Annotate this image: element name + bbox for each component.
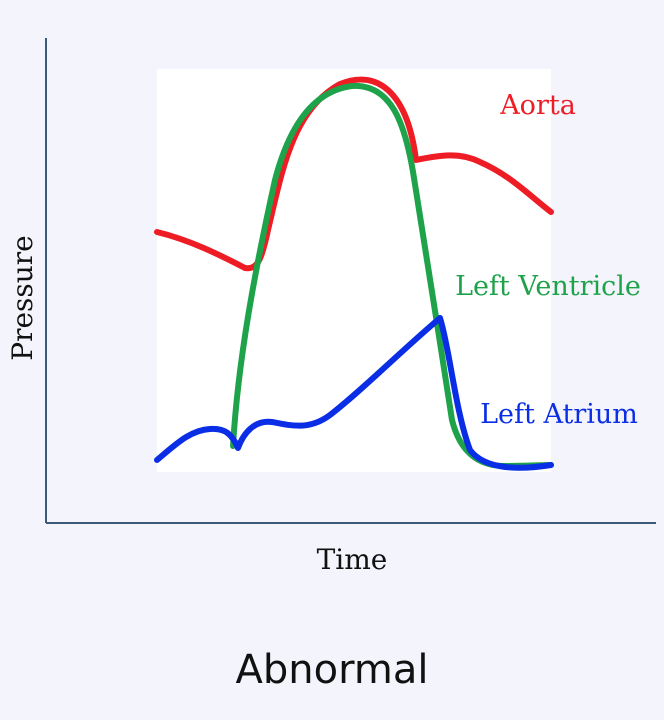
aorta-curve	[154, 76, 554, 272]
diagram-caption: Abnormal	[235, 647, 429, 693]
left-atrium-label: Left Atrium	[480, 399, 638, 430]
plot-background	[157, 69, 551, 472]
y-axis-title: Pressure	[6, 235, 39, 361]
aorta-label: Aorta	[499, 90, 576, 121]
left-ventricle-label: Left Ventricle	[455, 271, 641, 302]
left-atrium-curve	[154, 315, 554, 471]
x-axis-title: Time	[317, 543, 388, 576]
